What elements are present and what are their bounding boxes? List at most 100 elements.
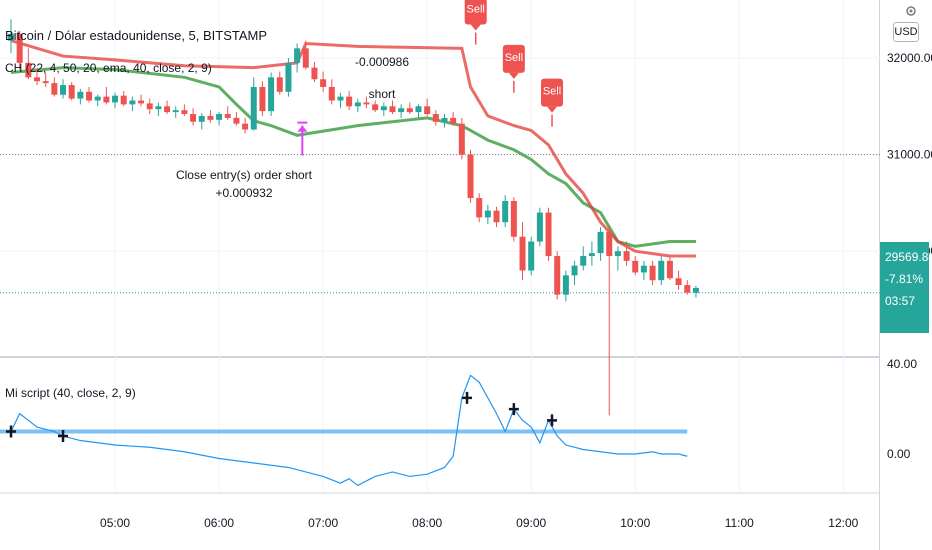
main-pane[interactable]: SellSellSellSell	[0, 0, 880, 416]
candle-body[interactable]	[502, 200, 509, 223]
close-entry-label: Close entry(s) order short	[176, 168, 313, 182]
candle-body[interactable]	[545, 212, 552, 257]
candle-body[interactable]	[493, 210, 500, 223]
candle-body[interactable]	[606, 231, 613, 257]
candle-body[interactable]	[320, 79, 327, 87]
oscillator-line[interactable]	[10, 374, 688, 487]
oscillator-pane[interactable]	[0, 374, 688, 487]
candle-body[interactable]	[441, 117, 448, 122]
candle-body[interactable]	[34, 77, 41, 82]
candle-body[interactable]	[588, 253, 595, 257]
candle-body[interactable]	[250, 86, 257, 130]
candle-body[interactable]	[181, 110, 188, 115]
candle-body[interactable]	[424, 106, 431, 115]
candle-body[interactable]	[164, 106, 171, 113]
time-tick-label: 12:00	[828, 516, 858, 530]
candle-body[interactable]	[190, 114, 197, 122]
candle-body[interactable]	[614, 251, 621, 257]
candle-body[interactable]	[25, 62, 32, 78]
candle-body[interactable]	[354, 102, 361, 107]
candle-body[interactable]	[16, 33, 23, 63]
candle-body[interactable]	[562, 275, 569, 295]
candle-body[interactable]	[337, 96, 344, 101]
bar-countdown: 03:57	[885, 294, 916, 308]
gear-icon[interactable]	[904, 4, 918, 18]
candle-body[interactable]	[8, 33, 14, 41]
candle-body[interactable]	[640, 265, 647, 273]
candle-body[interactable]	[198, 115, 205, 122]
candle-body[interactable]	[666, 260, 673, 279]
candle-body[interactable]	[450, 117, 457, 124]
candle-body[interactable]	[675, 278, 682, 286]
candle-body[interactable]	[398, 108, 405, 113]
candle-body[interactable]	[172, 110, 179, 113]
candle-body[interactable]	[129, 100, 136, 105]
short-value-label: -0.000986	[355, 55, 409, 69]
candle-body[interactable]	[692, 287, 699, 293]
candle-body[interactable]	[294, 48, 301, 63]
time-tick-label: 10:00	[620, 516, 650, 530]
candle-body[interactable]	[233, 117, 240, 124]
candle-body[interactable]	[302, 48, 309, 68]
candle-body[interactable]	[519, 236, 526, 271]
indicator-main-title[interactable]: CH (22, 4, 50, 20, ema, 40, close, 2, 9)	[5, 61, 212, 75]
time-tick-label: 09:00	[516, 516, 546, 530]
symbol-title[interactable]: Bitcoin / Dólar estadounidense, 5, BITST…	[5, 28, 267, 43]
candle-body[interactable]	[60, 85, 67, 95]
candle-body[interactable]	[146, 103, 153, 110]
candle-body[interactable]	[86, 91, 93, 101]
candle-body[interactable]	[346, 96, 353, 107]
candle-body[interactable]	[467, 154, 474, 199]
currency-badge[interactable]: USD	[893, 22, 919, 42]
sell-signal-label: Sell	[505, 52, 523, 64]
candle-body[interactable]	[268, 77, 275, 112]
candle-body[interactable]	[623, 251, 630, 261]
candle-body[interactable]	[94, 96, 101, 101]
candle-body[interactable]	[242, 123, 249, 130]
candle-body[interactable]	[77, 91, 84, 99]
candle-body[interactable]	[276, 77, 283, 92]
candle-body[interactable]	[658, 260, 665, 281]
candle-body[interactable]	[484, 210, 491, 218]
candle-body[interactable]	[68, 85, 75, 99]
candle-body[interactable]	[536, 212, 543, 242]
candle-body[interactable]	[649, 265, 656, 281]
candle-body[interactable]	[103, 96, 110, 103]
candle-body[interactable]	[311, 67, 318, 80]
sell-signal-badge[interactable]	[502, 44, 525, 73]
candle-body[interactable]	[458, 123, 465, 155]
time-tick-label: 08:00	[412, 516, 442, 530]
candle-body[interactable]	[224, 114, 231, 118]
candle-body[interactable]	[389, 106, 396, 113]
candle-body[interactable]	[328, 86, 335, 101]
candle-body[interactable]	[415, 106, 422, 113]
candle-body[interactable]	[554, 256, 561, 295]
sell-signal-badge[interactable]	[464, 0, 487, 25]
candle-body[interactable]	[216, 114, 223, 120]
candle-body[interactable]	[632, 260, 639, 273]
candle-body[interactable]	[406, 108, 413, 113]
candle-body[interactable]	[597, 231, 604, 254]
candle-body[interactable]	[42, 81, 49, 84]
candle-body[interactable]	[380, 106, 387, 111]
candle-body[interactable]	[580, 256, 587, 266]
candle-body[interactable]	[259, 86, 266, 112]
candle-body[interactable]	[155, 106, 162, 110]
candle-body[interactable]	[684, 285, 691, 293]
indicator-sub-title[interactable]: Mi script (40, close, 2, 9)	[5, 386, 136, 400]
candle-body[interactable]	[510, 200, 517, 237]
candle-body[interactable]	[432, 114, 439, 122]
candle-body[interactable]	[528, 241, 535, 271]
candle-body[interactable]	[285, 62, 292, 92]
candle-body[interactable]	[363, 102, 370, 105]
candle-body[interactable]	[120, 95, 127, 105]
candle-body[interactable]	[372, 104, 379, 111]
candle-body[interactable]	[138, 100, 145, 104]
candle-body[interactable]	[476, 198, 483, 218]
candle-body[interactable]	[571, 265, 578, 276]
sell-signal-badge[interactable]	[541, 78, 564, 107]
candle-body[interactable]	[112, 95, 119, 103]
candle-body[interactable]	[51, 83, 58, 95]
candle-body[interactable]	[207, 115, 214, 120]
